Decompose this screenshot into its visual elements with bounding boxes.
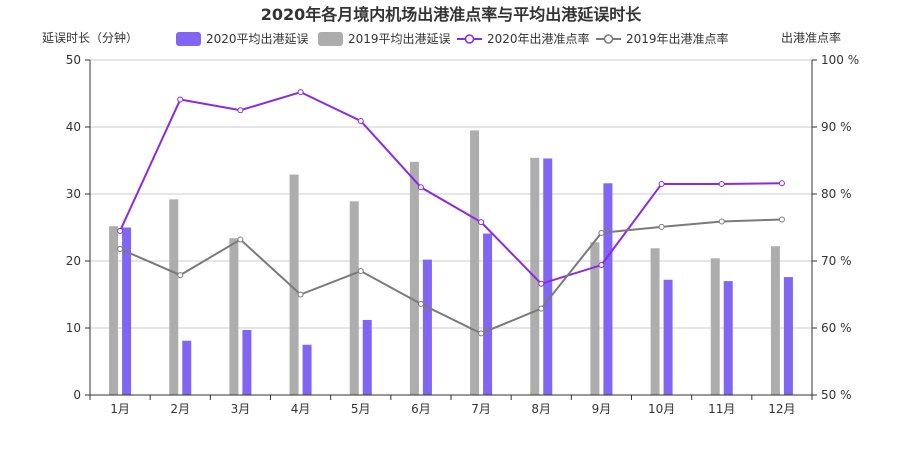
bar-2020-delay	[422, 259, 432, 395]
chart-title: 2020年各月境内机场出港准点率与平均出港延误时长	[261, 5, 643, 24]
legend-label: 2020平均出港延误	[206, 32, 309, 46]
bar-2020-delay	[242, 330, 252, 395]
point-2020-ontime	[718, 180, 725, 187]
bar-2019-delay	[289, 174, 299, 395]
point-2020-ontime	[478, 219, 485, 226]
bar-2019-delay	[770, 246, 780, 395]
right-axis-title: 出港准点率	[781, 30, 841, 45]
legend-label: 2020年出港准点率	[487, 31, 590, 46]
line-2019-ontime	[119, 218, 782, 335]
point-2019-ontime	[718, 218, 725, 225]
point-2019-ontime	[598, 229, 605, 236]
point-2019-ontime	[237, 236, 244, 243]
x-axis-tick-label: 9月	[592, 402, 612, 416]
left-axis-tick-label: 0	[73, 388, 81, 402]
point-2020-ontime	[177, 96, 184, 103]
point-2020-ontime	[357, 117, 364, 124]
x-axis-tick-label: 11月	[708, 402, 735, 416]
x-axis-tick-label: 4月	[291, 402, 311, 416]
left-axis-tick-label: 30	[66, 187, 81, 201]
point-2019-ontime	[778, 216, 785, 223]
point-2020-ontime	[297, 89, 304, 96]
bar-2019-delay	[169, 199, 179, 395]
bar-2020-delay	[603, 183, 613, 395]
bar-2020-delay	[783, 277, 793, 395]
grid-lines	[90, 59, 812, 329]
point-2020-ontime	[117, 227, 124, 234]
point-2019-ontime	[658, 223, 665, 230]
bar-2020-delay	[723, 281, 733, 395]
right-axis-tick-label: 90 %	[821, 120, 852, 134]
bar-2019-delay	[229, 238, 239, 395]
x-axis-tick-label: 5月	[351, 402, 371, 416]
point-2020-ontime	[658, 180, 665, 187]
right-axis-tick-label: 80 %	[821, 187, 852, 201]
bar-2019-delay	[349, 201, 359, 395]
left-axis-tick-label: 10	[66, 321, 81, 335]
left-axis-tick-label: 20	[66, 254, 81, 268]
point-2019-ontime	[417, 300, 424, 307]
bar-2019-delay	[470, 130, 480, 395]
right-axis-tick-label: 100 %	[821, 53, 859, 67]
axes: 0 10 20 30 40 50 50 % 60 % 70 % 80 % 90 % 100 % 1月 2月…	[66, 53, 859, 416]
bar-2019-delay	[109, 226, 119, 395]
bar-2020-delay	[302, 344, 312, 395]
point-2020-ontime	[237, 107, 244, 114]
legend-label: 2019平均出港延误	[348, 32, 451, 46]
x-axis-tick-label: 8月	[531, 402, 551, 416]
left-axis-tick-label: 40	[66, 120, 81, 134]
point-2020-ontime	[538, 280, 545, 287]
bar-2019-delay	[590, 242, 600, 395]
x-axis-tick-label: 2月	[170, 402, 190, 416]
legend-swatch-marker	[603, 34, 614, 44]
legend-swatch	[318, 32, 343, 46]
bar-2020-delay	[122, 227, 132, 395]
x-axis-tick-label: 10月	[648, 402, 675, 416]
point-2019-ontime	[478, 330, 485, 337]
legend[interactable]: 2020平均出港延误 2019平均出港延误 2020年出港准点率 2019年出港准点率	[176, 31, 729, 46]
right-axis-tick-label: 60 %	[821, 321, 852, 335]
bar-2020-delay	[543, 158, 553, 395]
x-axis-tick-label: 12月	[768, 402, 795, 416]
left-axis-tick-label: 50	[66, 53, 81, 67]
bar-2020-delay	[362, 319, 372, 395]
right-axis-tick-label: 70 %	[821, 254, 852, 268]
x-axis-tick-label: 3月	[231, 402, 251, 416]
point-2019-ontime	[117, 245, 124, 252]
bar-2020-delay	[483, 233, 493, 395]
bar-2020-delay	[182, 340, 192, 395]
point-2019-ontime	[297, 291, 304, 298]
legend-swatch-marker	[464, 34, 475, 44]
line-layer	[117, 89, 785, 337]
bar-2019-delay	[710, 258, 720, 395]
bar-layer	[109, 130, 793, 395]
x-axis-tick-label: 7月	[471, 402, 491, 416]
point-2019-ontime	[357, 268, 364, 275]
x-axis-tick-label: 1月	[110, 402, 130, 416]
point-2019-ontime	[538, 305, 545, 312]
bar-2020-delay	[663, 279, 673, 395]
left-axis-title: 延误时长（分钟）	[42, 30, 138, 45]
bar-2019-delay	[650, 248, 660, 395]
legend-swatch	[176, 32, 201, 46]
bar-2019-delay	[409, 161, 419, 395]
right-axis-tick-label: 50 %	[821, 388, 852, 402]
point-2020-ontime	[778, 180, 785, 187]
x-axis-tick-label: 6月	[411, 402, 431, 416]
point-2020-ontime	[417, 184, 424, 191]
legend-label: 2019年出港准点率	[626, 31, 729, 46]
line-2020-ontime	[119, 91, 782, 285]
point-2019-ontime	[177, 272, 184, 279]
point-2020-ontime	[598, 262, 605, 269]
